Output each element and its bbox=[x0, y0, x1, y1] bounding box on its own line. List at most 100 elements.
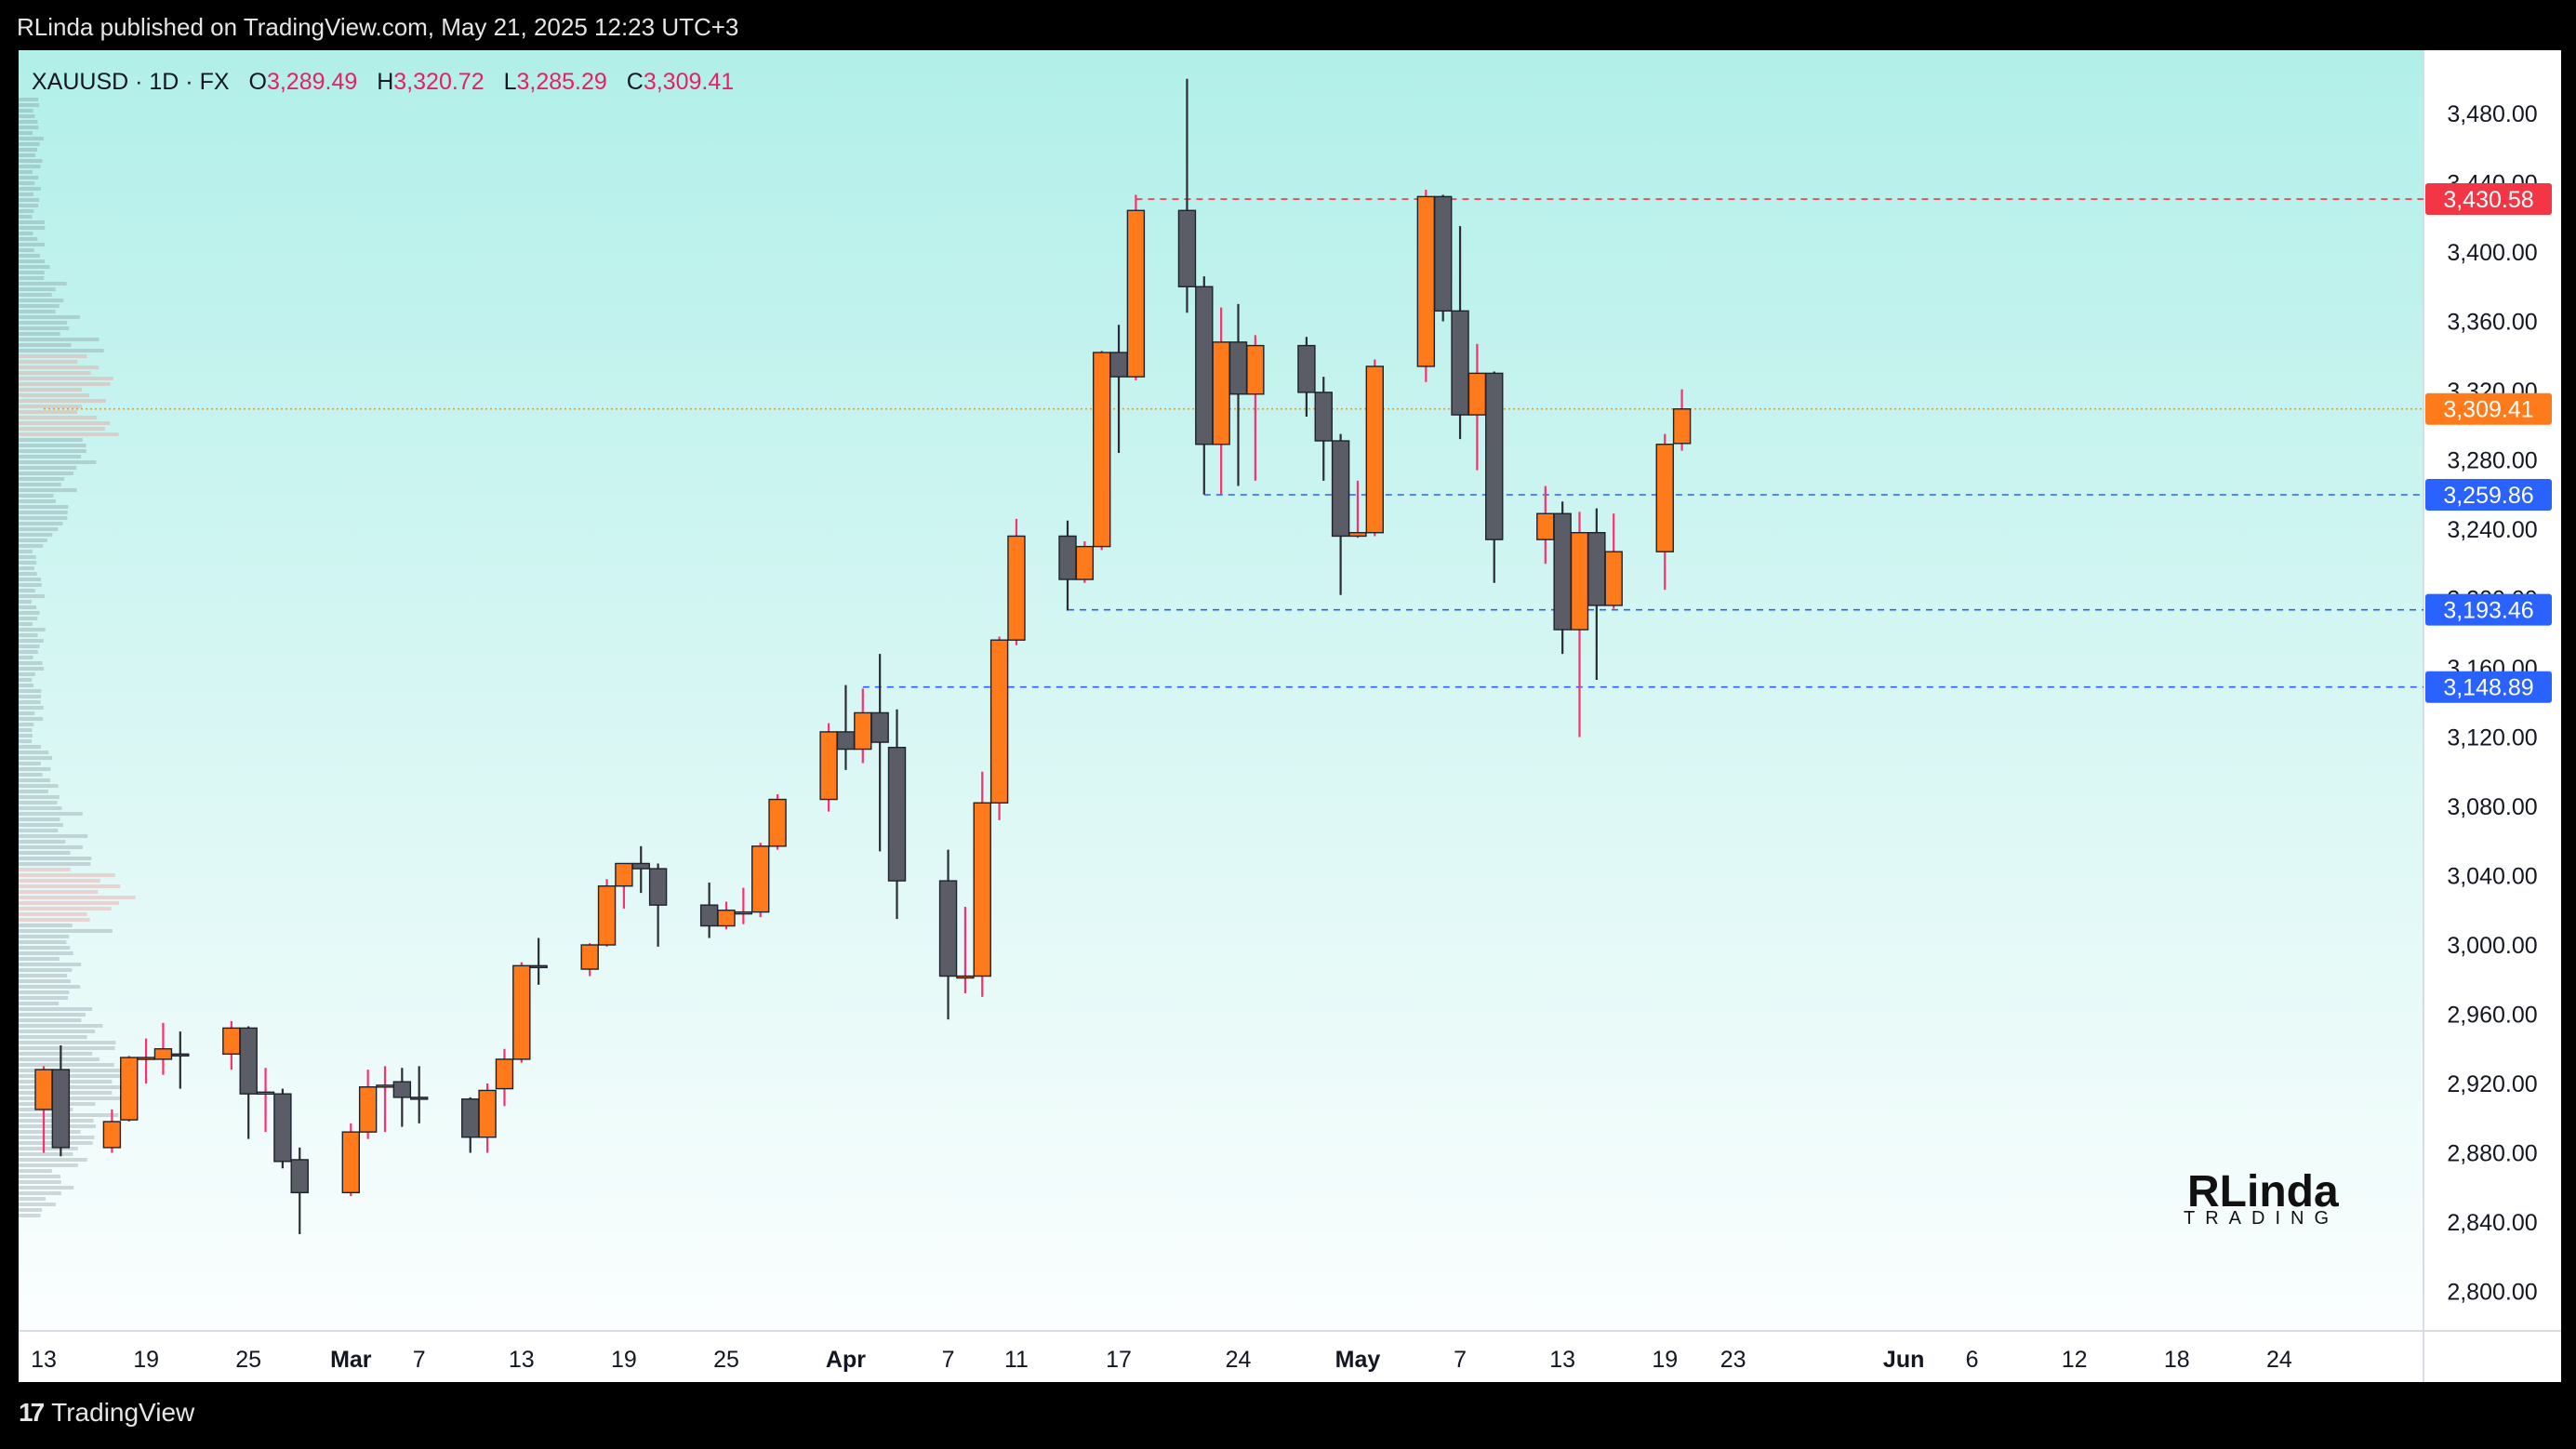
candle-down[interactable] bbox=[887, 746, 907, 882]
candle-up[interactable] bbox=[495, 1058, 514, 1090]
candle-up[interactable] bbox=[1536, 512, 1555, 540]
volume-bar bbox=[19, 321, 67, 325]
volume-bar bbox=[19, 594, 46, 598]
volume-bar bbox=[19, 929, 113, 933]
candle-down[interactable] bbox=[410, 1097, 429, 1100]
candle-down[interactable] bbox=[529, 964, 548, 969]
candle-up[interactable] bbox=[1348, 532, 1367, 538]
volume-bar bbox=[19, 170, 33, 174]
volume-bar bbox=[19, 159, 43, 163]
candle-up[interactable] bbox=[819, 731, 838, 801]
volume-bar bbox=[19, 1069, 123, 1072]
volume-bar bbox=[19, 326, 70, 330]
candle-down[interactable] bbox=[836, 731, 856, 751]
candle-up[interactable] bbox=[1007, 535, 1026, 641]
volume-bar bbox=[19, 1208, 43, 1212]
candle-up[interactable] bbox=[1655, 444, 1674, 552]
candle-up[interactable] bbox=[1075, 545, 1095, 580]
candle-down[interactable] bbox=[648, 868, 668, 906]
candle-up[interactable] bbox=[341, 1131, 360, 1194]
volume-bar bbox=[19, 834, 88, 838]
candle-up[interactable] bbox=[956, 975, 975, 979]
candle-down[interactable] bbox=[1058, 535, 1077, 580]
candle-up[interactable] bbox=[34, 1069, 53, 1110]
volume-bar bbox=[19, 165, 41, 168]
x-tick-label: 6 bbox=[1966, 1347, 1979, 1373]
volume-bar bbox=[19, 153, 36, 157]
candle-up[interactable] bbox=[751, 845, 770, 913]
candle-down[interactable] bbox=[631, 862, 650, 870]
volume-bar bbox=[19, 310, 56, 313]
candle-down[interactable] bbox=[1195, 286, 1214, 445]
volume-bar bbox=[19, 254, 40, 258]
candle-up[interactable] bbox=[854, 711, 872, 751]
time-axis-panel[interactable] bbox=[19, 1331, 2561, 1382]
candle-down[interactable] bbox=[1331, 440, 1350, 538]
candle-down[interactable] bbox=[1177, 209, 1197, 287]
candle-up[interactable] bbox=[1092, 352, 1111, 548]
candle-down[interactable] bbox=[239, 1027, 258, 1095]
volume-bar bbox=[19, 935, 70, 938]
candle-down[interactable] bbox=[1485, 372, 1504, 540]
candle-up[interactable] bbox=[1246, 344, 1265, 395]
volume-bar bbox=[19, 924, 73, 927]
candle-up[interactable] bbox=[512, 964, 531, 1060]
candle-up[interactable] bbox=[1212, 341, 1230, 445]
candle-down[interactable] bbox=[1297, 344, 1316, 393]
candle-up[interactable] bbox=[222, 1027, 241, 1056]
candle-down[interactable] bbox=[392, 1081, 412, 1098]
candle-up[interactable] bbox=[256, 1091, 275, 1096]
candle-up[interactable] bbox=[153, 1048, 173, 1060]
candle-down[interactable] bbox=[1451, 310, 1469, 416]
candle-up[interactable] bbox=[768, 798, 787, 847]
volume-bar bbox=[19, 1030, 96, 1033]
candle-up[interactable] bbox=[1467, 372, 1487, 416]
candle-down[interactable] bbox=[1553, 512, 1572, 631]
volume-bar bbox=[19, 868, 71, 871]
volume-bar bbox=[19, 416, 98, 419]
candle-up[interactable] bbox=[358, 1086, 378, 1133]
candle-down[interactable] bbox=[1109, 352, 1128, 378]
candle-up[interactable] bbox=[615, 862, 633, 887]
x-tick-label: 24 bbox=[2266, 1347, 2292, 1373]
candle-down[interactable] bbox=[290, 1159, 309, 1194]
volume-bar bbox=[19, 271, 45, 274]
candle-down[interactable] bbox=[699, 904, 719, 927]
candle-up[interactable] bbox=[137, 1057, 155, 1060]
candle-up[interactable] bbox=[1672, 408, 1692, 445]
candle-down[interactable] bbox=[171, 1053, 190, 1057]
tradingview-logo[interactable]: 17 TradingView bbox=[19, 1398, 194, 1428]
candle-down[interactable] bbox=[870, 711, 889, 743]
candle-up[interactable] bbox=[580, 944, 599, 970]
candle-down[interactable] bbox=[1587, 532, 1606, 606]
volume-bar bbox=[19, 678, 33, 682]
candle-up[interactable] bbox=[717, 910, 736, 927]
volume-bar bbox=[19, 656, 33, 659]
candle-up[interactable] bbox=[1365, 366, 1385, 534]
candle-up[interactable] bbox=[597, 884, 617, 946]
volume-bar bbox=[19, 516, 68, 520]
candle-up[interactable] bbox=[1570, 532, 1589, 631]
candle-down[interactable] bbox=[273, 1093, 292, 1163]
volume-bar bbox=[19, 985, 81, 989]
x-tick-label: 13 bbox=[509, 1347, 535, 1373]
candle-down[interactable] bbox=[1314, 392, 1333, 442]
candle-up[interactable] bbox=[120, 1057, 139, 1121]
volume-bar bbox=[19, 790, 48, 793]
candle-up[interactable] bbox=[1416, 195, 1436, 367]
candle-up[interactable] bbox=[973, 802, 991, 977]
candle-up[interactable] bbox=[1604, 551, 1623, 606]
candle-down[interactable] bbox=[461, 1098, 480, 1138]
candle-up[interactable] bbox=[989, 639, 1009, 804]
candle-up[interactable] bbox=[102, 1121, 122, 1149]
candle-down[interactable] bbox=[51, 1069, 71, 1149]
candle-down[interactable] bbox=[938, 880, 958, 977]
candle-up[interactable] bbox=[478, 1089, 497, 1138]
candle-down[interactable] bbox=[1433, 195, 1453, 312]
y-tick-label: 3,280.00 bbox=[2447, 448, 2537, 474]
candle-up[interactable] bbox=[734, 911, 753, 915]
candle-down[interactable] bbox=[1228, 341, 1248, 395]
candle-up[interactable] bbox=[376, 1084, 394, 1088]
candle-up[interactable] bbox=[1126, 209, 1146, 378]
